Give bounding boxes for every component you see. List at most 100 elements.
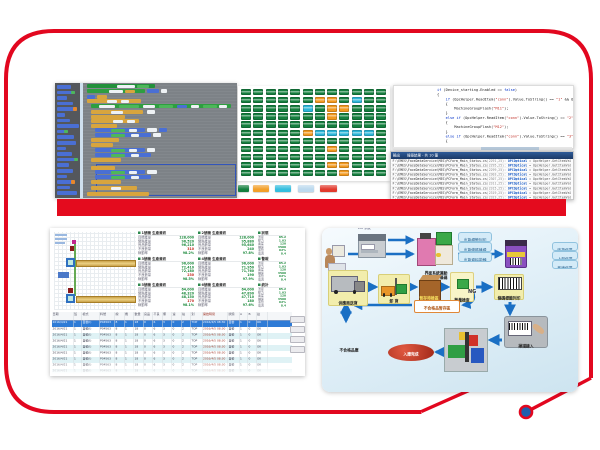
status-cell	[351, 153, 362, 161]
flow-node-chip: 收貨作業	[552, 242, 578, 251]
code-token: (OpcHelper.ReadItem(	[449, 96, 496, 102]
line-icon	[72, 240, 76, 244]
status-cell	[265, 161, 276, 169]
status-cell	[314, 153, 325, 161]
code-token: if	[456, 133, 461, 139]
block-field	[125, 89, 135, 93]
result-token: = OpcHelper.GetItemValue(	[529, 176, 571, 181]
status-cell	[290, 170, 301, 177]
table-cell: 自動(I)	[82, 327, 100, 333]
table-cell: 3	[163, 351, 172, 357]
table-cell: 2	[182, 357, 191, 363]
status-cell	[290, 145, 301, 153]
side-row: 溫度 85.2	[258, 236, 286, 239]
panel-row: 良品數量 71,760	[198, 269, 254, 274]
workspace-block	[95, 175, 151, 179]
side-value: 3500	[277, 271, 286, 275]
workspace-block	[161, 89, 167, 93]
status-cell	[314, 170, 325, 177]
side-value: 120	[279, 268, 286, 272]
workspace-block	[153, 133, 161, 137]
code-token: "conn"	[495, 96, 509, 102]
table-cell: 0	[172, 333, 182, 339]
code-token: ).Value.ToString() ==	[508, 96, 557, 102]
panel-label: 目標產量	[138, 235, 151, 240]
panel-label: 稼動率	[138, 276, 148, 281]
block-field	[131, 153, 139, 157]
panel-value: 72,410	[181, 265, 194, 270]
table-cell: 0	[144, 351, 153, 357]
table-cell: 1	[74, 339, 82, 345]
status-cell	[339, 170, 350, 177]
table-cell: 1	[240, 333, 248, 339]
block-field	[127, 119, 135, 123]
status-cell	[277, 97, 288, 104]
code-editor-screenshot: if (Device_starting.Enabled == false){ i…	[393, 85, 574, 149]
status-cell	[327, 153, 338, 161]
status-cell	[290, 121, 301, 128]
table-cell: 1	[125, 327, 134, 333]
table-cell: 2016/4/21	[52, 357, 74, 363]
table-cell: 自動	[228, 357, 240, 363]
table-cell: 0	[172, 351, 182, 357]
status-cell	[327, 161, 338, 169]
panel-row: 不良數量 310	[138, 247, 194, 252]
code-line: if (OpcHelper.ReadItem("conn").Value.ToS…	[437, 96, 573, 102]
table-cell: 自動(I)	[82, 320, 100, 327]
status-cell	[364, 97, 374, 104]
block-field	[111, 128, 125, 132]
search-result-row: F:\EMES\FaceDataService\MES\PCForm_Main_…	[391, 194, 571, 199]
table-cell: 2016/4/21	[52, 351, 74, 357]
workspace-block	[95, 133, 151, 137]
side-value: 85.2	[278, 236, 286, 239]
search-result-row: F:\EMES\FaceDataService\MES\PCForm_Main_…	[391, 177, 571, 182]
table-cell: 2016/4/21	[52, 345, 74, 351]
status-cell	[314, 161, 325, 169]
panel-value: 190	[247, 273, 254, 278]
palette-block	[57, 124, 79, 128]
result-token: (2323,25):	[486, 194, 508, 199]
workspace-block	[97, 95, 107, 99]
table-cell: 狀態	[228, 312, 240, 320]
flow-node-chip: 出貨資料拋轉	[458, 252, 492, 262]
status-cell	[314, 105, 325, 112]
side-row: 電流 8.4	[258, 252, 286, 255]
table-cell: 自動	[228, 345, 240, 351]
legend-chip-正常	[238, 185, 249, 192]
block-field	[121, 99, 129, 103]
table-cell: 8	[115, 320, 125, 327]
workspace-block	[87, 89, 145, 93]
status-cell	[339, 97, 350, 104]
code-token: MachineGroupFlash(	[437, 124, 494, 130]
flow-node-label: 收貨作業	[557, 247, 573, 251]
code-line: MachineGroupFlash("M12");	[437, 124, 573, 130]
table-cell: B	[248, 312, 257, 320]
panel-label: 目標產量	[138, 287, 151, 292]
status-cell	[364, 137, 374, 144]
scrollbar-thumb	[481, 147, 539, 150]
panel-value: 310	[187, 247, 194, 252]
status-cell	[327, 97, 338, 104]
table-cell: 1	[125, 320, 134, 327]
side-panel: 狀態 溫度 85.2 壓力 1.03 速度 120 轉速 3500 液位 62% 電流 8.4	[258, 231, 286, 256]
panel-label: 不良數量	[198, 273, 211, 278]
status-cell	[314, 129, 325, 136]
code-token: {	[437, 120, 448, 125]
block-field	[137, 84, 149, 88]
panel-label: 目標產量	[198, 261, 211, 266]
code-token: "2"	[566, 115, 574, 120]
status-cell	[351, 137, 362, 144]
side-row: 速度 120	[258, 243, 286, 246]
table-cell: 1	[125, 333, 134, 339]
table-cell: 班	[74, 312, 82, 320]
table-cell: 2016/4/21	[52, 327, 74, 333]
workspace-block	[91, 124, 117, 128]
block-field	[113, 119, 123, 123]
table-cell: 1	[125, 345, 134, 351]
panel-value: 180	[247, 299, 254, 304]
result-token: OPCOptical	[507, 158, 528, 163]
panel-row: 良品數量 95,640	[198, 243, 254, 248]
production-line-view	[54, 232, 136, 310]
table-cell: OK	[257, 351, 268, 357]
status-cell	[351, 105, 362, 112]
